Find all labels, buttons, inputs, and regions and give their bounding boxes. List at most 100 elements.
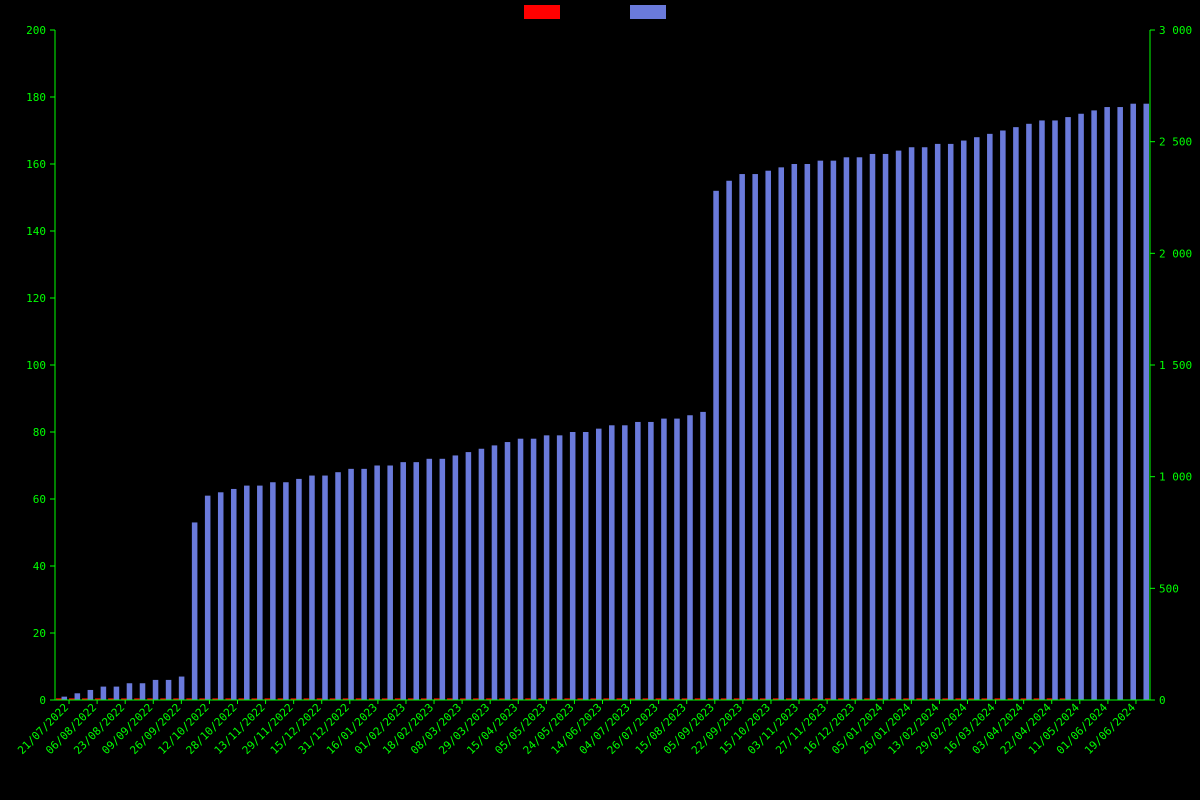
bar-blue [166,680,172,700]
y-left-tick-label: 120 [26,292,46,305]
bar-blue [883,154,889,700]
y-left-tick-label: 60 [33,493,46,506]
bar-blue [765,171,771,700]
bar-blue [778,167,784,700]
bar-blue [322,476,328,700]
y-right-tick-label: 2 000 [1159,247,1192,260]
bar-blue [153,680,159,700]
dual-axis-bar-chart: 02040608010012014016018020005001 0001 50… [0,0,1200,800]
bar-blue [270,482,276,700]
bar-blue [674,419,680,700]
bar-blue [179,677,185,700]
bar-blue [739,174,745,700]
bar-blue [974,137,980,700]
bar-blue [831,161,837,700]
bar-blue [127,683,133,700]
bar-blue [387,466,393,701]
bar-blue [961,141,967,700]
bar-blue [88,690,94,700]
bar-blue [192,522,198,700]
bar-blue [75,693,81,700]
bar-blue [531,439,537,700]
bar-blue [296,479,302,700]
y-left-tick-label: 100 [26,359,46,372]
bar-blue [140,683,146,700]
bar-blue [700,412,706,700]
bar-blue [62,697,68,700]
y-right-tick-label: 1 000 [1159,471,1192,484]
bar-blue [374,466,380,701]
bar-blue [1091,110,1097,700]
bar-blue [648,422,654,700]
bar-blue [805,164,811,700]
bar-blue [713,191,719,700]
bar-blue [635,422,641,700]
bar-blue [335,472,341,700]
bar-blue [244,486,250,700]
y-right-tick-label: 1 500 [1159,359,1192,372]
y-left-tick-label: 0 [39,694,46,707]
bar-blue [622,425,628,700]
bar-blue [205,496,211,700]
bar-blue [687,415,693,700]
bar-blue [400,462,406,700]
bar-blue [479,449,485,700]
bar-blue [818,161,824,700]
bar-blue [361,469,367,700]
bar-blue [257,486,263,700]
bar-blue [453,455,459,700]
bar-blue [1117,107,1123,700]
bar-blue [1143,104,1149,700]
bar-blue [948,144,954,700]
bar-blue [752,174,758,700]
bar-blue [987,134,993,700]
bar-blue [466,452,472,700]
y-left-tick-label: 20 [33,627,46,640]
y-left-tick-label: 140 [26,225,46,238]
bar-blue [492,445,498,700]
bar-blue [909,147,915,700]
bar-blue [544,435,550,700]
bar-blue [440,459,446,700]
bar-blue [1130,104,1136,700]
bar-blue [1104,107,1110,700]
bar-blue [609,425,615,700]
y-right-tick-label: 2 500 [1159,136,1192,149]
bar-blue [427,459,433,700]
bar-blue [844,157,850,700]
bar-blue [1000,131,1006,701]
bar-blue [792,164,798,700]
y-right-tick-label: 0 [1159,694,1166,707]
bar-blue [896,151,902,700]
bar-blue [583,432,589,700]
bar-blue [1013,127,1019,700]
bar-blue [1065,117,1071,700]
bar-blue [231,489,237,700]
bar-blue [922,147,928,700]
bar-blue [283,482,289,700]
y-left-tick-label: 80 [33,426,46,439]
bar-blue [518,439,524,700]
bar-blue [413,462,419,700]
bar-blue [1052,120,1058,700]
bar-blue [218,492,224,700]
bar-blue [101,687,107,700]
bar-blue [596,429,602,700]
bar-blue [505,442,511,700]
y-left-tick-label: 160 [26,158,46,171]
legend-swatch [630,5,666,19]
bar-blue [1078,114,1084,700]
bar-blue [935,144,941,700]
bar-blue [870,154,876,700]
bar-blue [857,157,863,700]
y-right-tick-label: 3 000 [1159,24,1192,37]
legend-swatch [524,5,560,19]
bar-blue [309,476,315,700]
bar-blue [557,435,563,700]
y-left-tick-label: 180 [26,91,46,104]
bar-blue [114,687,120,700]
bar-blue [1039,120,1045,700]
bar-blue [570,432,576,700]
bar-blue [348,469,354,700]
bar-blue [661,419,667,700]
